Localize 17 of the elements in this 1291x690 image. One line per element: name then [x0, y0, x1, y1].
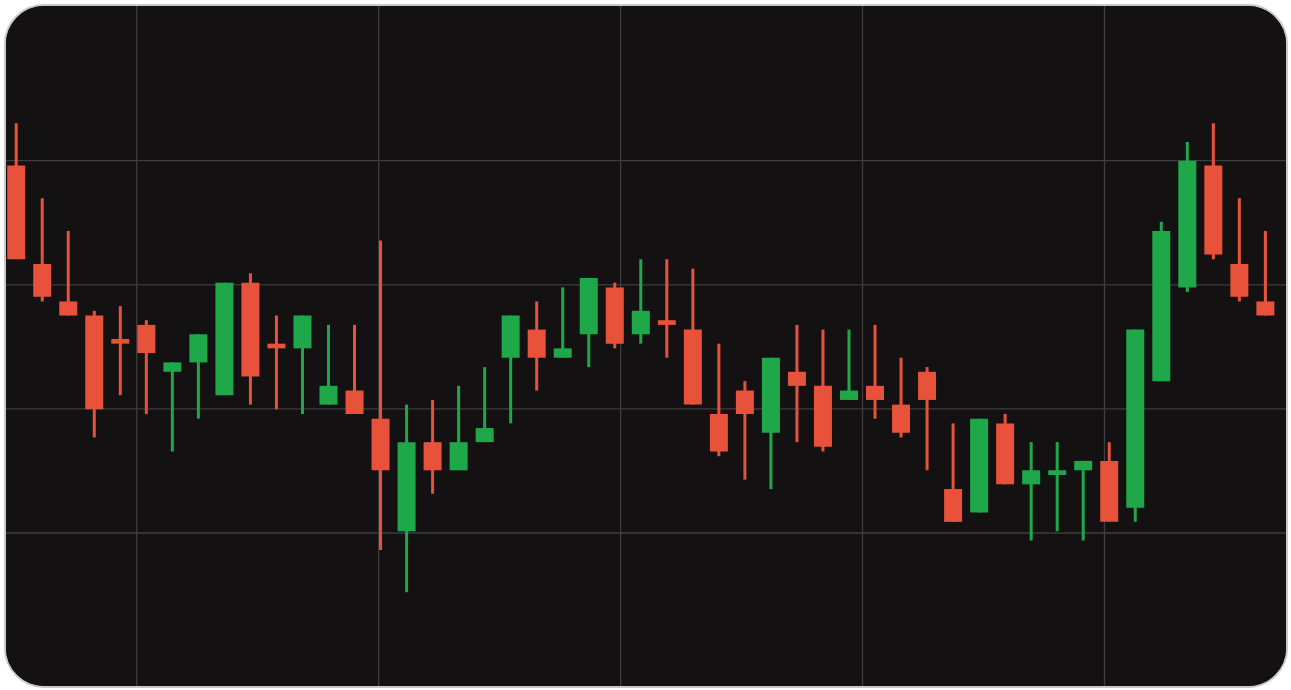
candlestick [163, 362, 182, 452]
candlestick [111, 306, 130, 397]
candlestick [657, 259, 676, 358]
candlestick [866, 323, 885, 419]
candlestick [1048, 442, 1067, 533]
candlestick [553, 287, 572, 358]
candlestick [839, 329, 858, 400]
candlestick [1074, 459, 1093, 541]
candlestick [59, 231, 78, 316]
candlestick [787, 323, 806, 444]
candlestick [631, 259, 650, 344]
candlestick [319, 323, 338, 405]
candlestick [345, 323, 364, 414]
candlestick [735, 381, 754, 480]
candlestick [1256, 231, 1275, 316]
candlestick [475, 367, 494, 444]
candlestick [1022, 442, 1041, 541]
